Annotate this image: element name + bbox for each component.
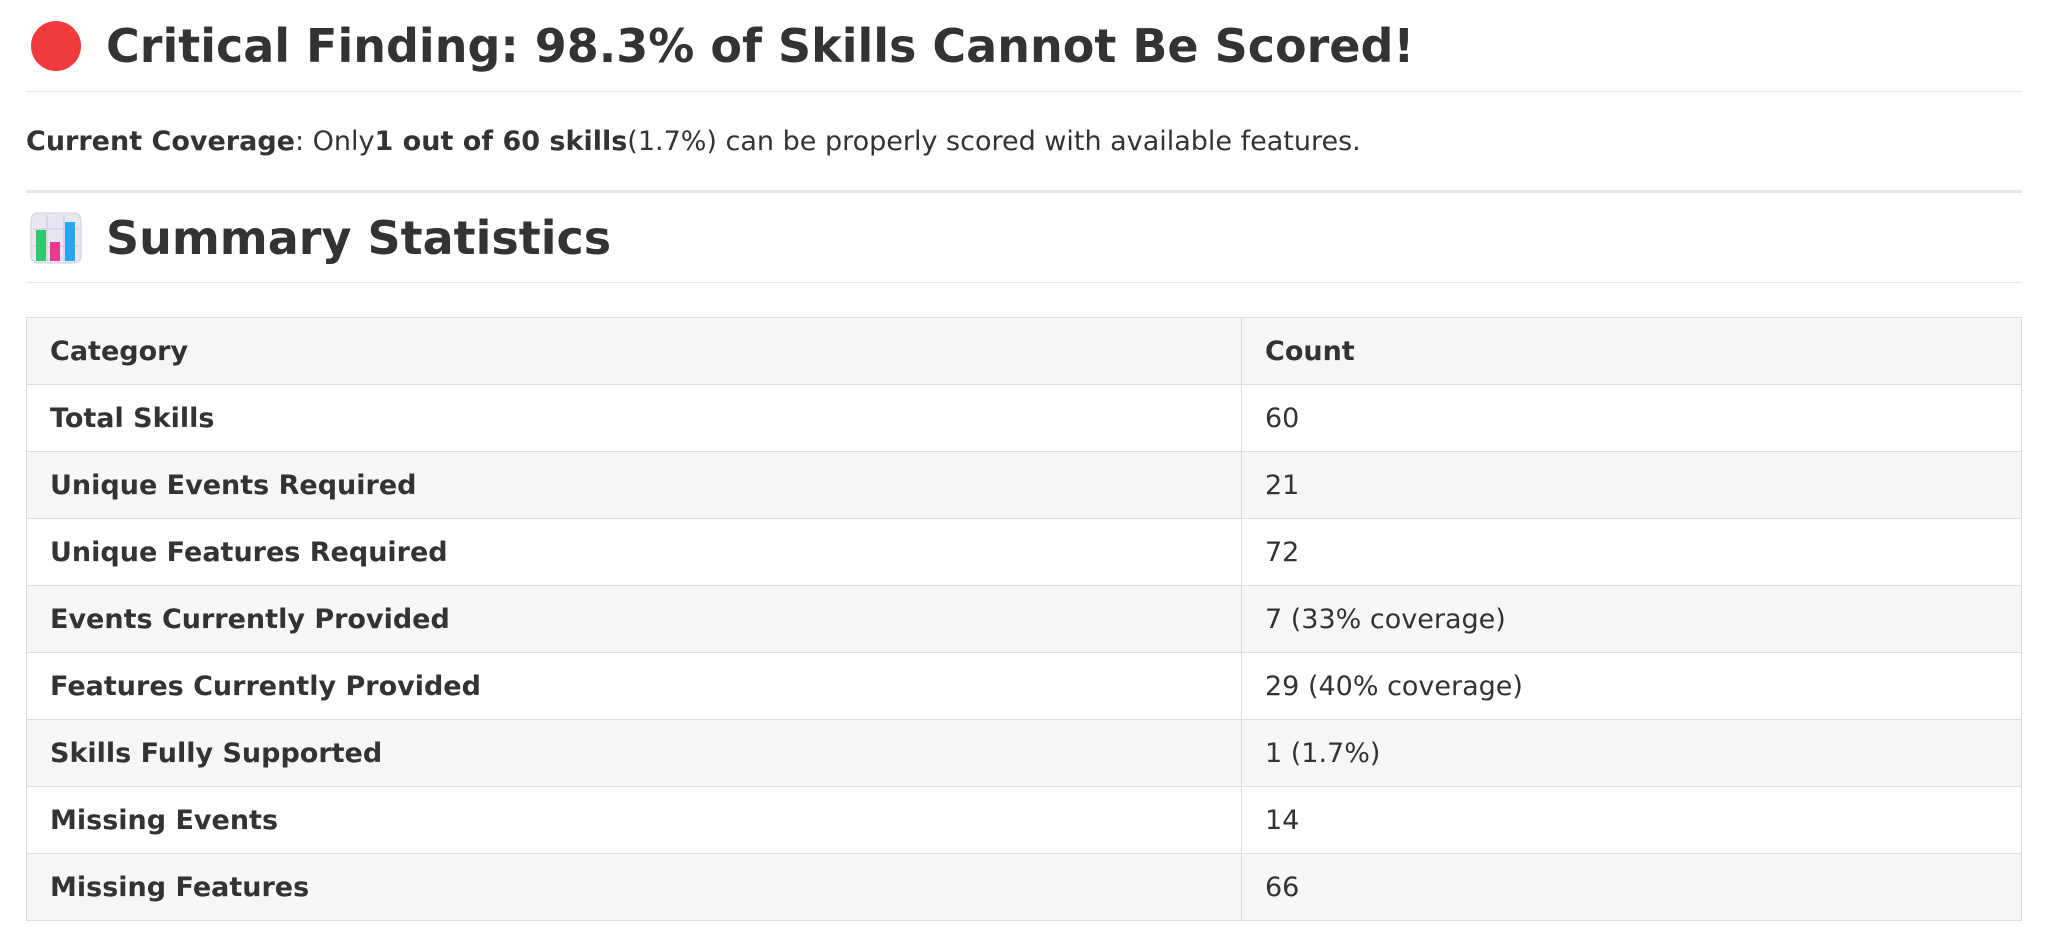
table-cell-count: 72 <box>1241 518 2022 586</box>
critical-finding-title: Critical Finding: 98.3% of Skills Cannot… <box>106 18 1415 73</box>
table-header-row: Category Count <box>26 317 2022 385</box>
table-cell-count: 7 (33% coverage) <box>1241 585 2022 653</box>
table-cell-category: Missing Features <box>26 853 1242 921</box>
table-row: Unique Events Required 21 <box>26 451 2022 519</box>
document-content: Critical Finding: 98.3% of Skills Cannot… <box>26 0 2022 921</box>
coverage-paragraph: Current Coverage: Only 1 out of 60 skill… <box>26 92 2022 190</box>
table-cell-count: 29 (40% coverage) <box>1241 652 2022 720</box>
summary-table-wrapper: Category Count Total Skills 60 Unique Ev… <box>26 317 2022 921</box>
table-cell-category: Unique Events Required <box>26 451 1242 519</box>
summary-statistics-title: Summary Statistics <box>106 210 612 265</box>
table-cell-category: Events Currently Provided <box>26 585 1242 653</box>
table-row: Missing Features 66 <box>26 853 2022 921</box>
header-category: Category <box>26 317 1242 385</box>
table-row: Unique Features Required 72 <box>26 518 2022 586</box>
header-count: Count <box>1241 317 2022 385</box>
table-row: Events Currently Provided 7 (33% coverag… <box>26 585 2022 653</box>
table-cell-category: Missing Events <box>26 786 1242 854</box>
table-cell-count: 14 <box>1241 786 2022 854</box>
table-row: Missing Events 14 <box>26 786 2022 854</box>
table-cell-count: 66 <box>1241 853 2022 921</box>
horizontal-divider <box>26 190 2022 193</box>
red-circle-icon <box>26 16 86 76</box>
table-cell-category: Total Skills <box>26 384 1242 452</box>
table-cell-category: Skills Fully Supported <box>26 719 1242 787</box>
bar-chart-icon <box>26 208 86 268</box>
table-row: Features Currently Provided 29 (40% cove… <box>26 652 2022 720</box>
critical-finding-heading: Critical Finding: 98.3% of Skills Cannot… <box>26 0 2022 92</box>
table-cell-count: 60 <box>1241 384 2022 452</box>
table-cell-count: 21 <box>1241 451 2022 519</box>
coverage-label: Current Coverage <box>26 125 295 157</box>
coverage-strong: 1 out of 60 skills <box>374 125 628 157</box>
coverage-rest: (1.7%) can be properly scored with avail… <box>627 125 1361 157</box>
table-cell-count: 1 (1.7%) <box>1241 719 2022 787</box>
table-row: Skills Fully Supported 1 (1.7%) <box>26 719 2022 787</box>
summary-statistics-heading: Summary Statistics <box>26 193 2022 283</box>
table-cell-category: Features Currently Provided <box>26 652 1242 720</box>
coverage-sep: : Only <box>294 125 375 157</box>
table-row: Total Skills 60 <box>26 384 2022 452</box>
summary-table: Category Count Total Skills 60 Unique Ev… <box>26 317 2022 921</box>
table-cell-category: Unique Features Required <box>26 518 1242 586</box>
